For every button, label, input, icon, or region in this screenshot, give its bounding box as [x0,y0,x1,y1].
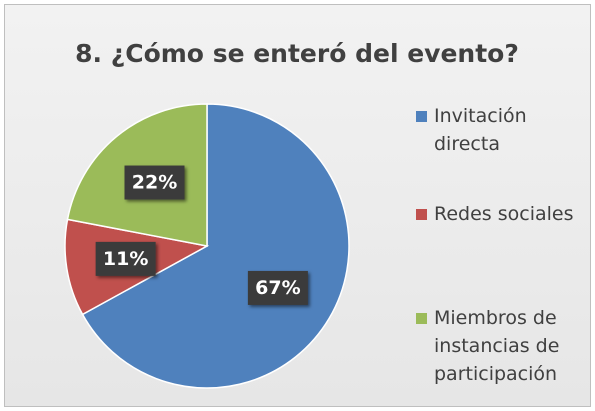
data-label: 22% [132,172,177,194]
legend-label: Miembros de instancias de participación [434,307,560,385]
legend-label: Redes sociales [434,203,574,225]
data-label-box [95,241,156,276]
chart-title: 8. ¿Cómo se enteró del evento? [75,39,519,68]
data-label: 11% [103,248,148,270]
legend-swatch [416,111,427,122]
legend-item: Miembros de instancias de participación [416,304,586,388]
data-label-box [247,270,308,305]
legend-swatch [416,313,427,324]
data-label-box [124,165,185,200]
legend-swatch [416,209,427,220]
legend-item: Invitación directa [416,102,586,158]
pie-slice [81,103,350,389]
data-label: 67% [255,277,300,299]
legend-item: Redes sociales [416,200,586,228]
legend-label: Invitación directa [434,105,527,155]
